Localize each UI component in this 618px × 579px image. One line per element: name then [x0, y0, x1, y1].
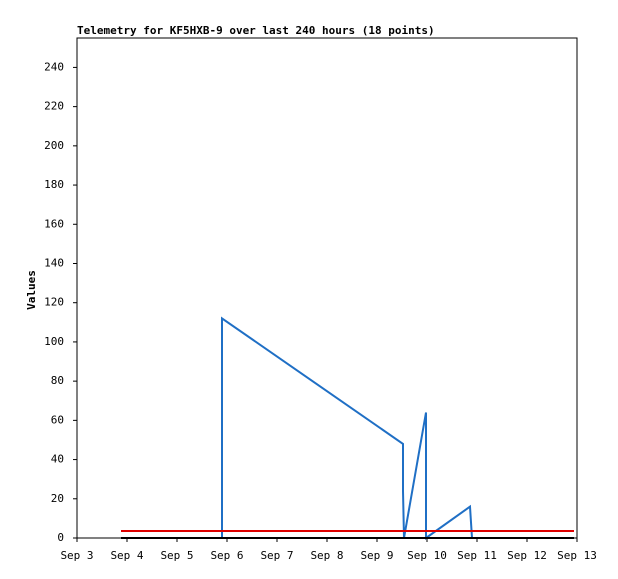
data-line: [221, 316, 473, 540]
x-tick-label: Sep 9: [360, 549, 393, 562]
y-tick-label: 0: [57, 531, 64, 544]
x-tick-label: Sep 6: [210, 549, 243, 562]
y-tick-label: 200: [44, 139, 64, 152]
x-tick-label: Sep 4: [110, 549, 143, 562]
x-tick-label: Sep 5: [160, 549, 193, 562]
x-tick-label: Sep 3: [60, 549, 93, 562]
chart-title: Telemetry for KF5HXB-9 over last 240 hou…: [77, 24, 435, 37]
y-tick-label: 140: [44, 256, 64, 269]
y-tick-label: 160: [44, 217, 64, 230]
y-tick-label: 180: [44, 178, 64, 191]
y-tick-label: 220: [44, 100, 64, 113]
y-tick-label: 40: [51, 453, 64, 466]
x-tick-label: Sep 7: [260, 549, 293, 562]
x-tick-label: Sep 13: [557, 549, 597, 562]
y-tick-label: 20: [51, 492, 64, 505]
x-tick-label: Sep 10: [407, 549, 447, 562]
y-tick-label: 240: [44, 60, 64, 73]
plot-frame: [76, 37, 578, 539]
y-tick-label: 60: [51, 413, 64, 426]
x-tick-label: Sep 11: [457, 549, 497, 562]
y-tick-label: 120: [44, 296, 64, 309]
y-tick-label: 100: [44, 335, 64, 348]
y-axis-label: Values: [25, 270, 38, 310]
x-tick-label: Sep 12: [507, 549, 547, 562]
y-tick-label: 80: [51, 374, 64, 387]
x-tick-label: Sep 8: [310, 549, 343, 562]
